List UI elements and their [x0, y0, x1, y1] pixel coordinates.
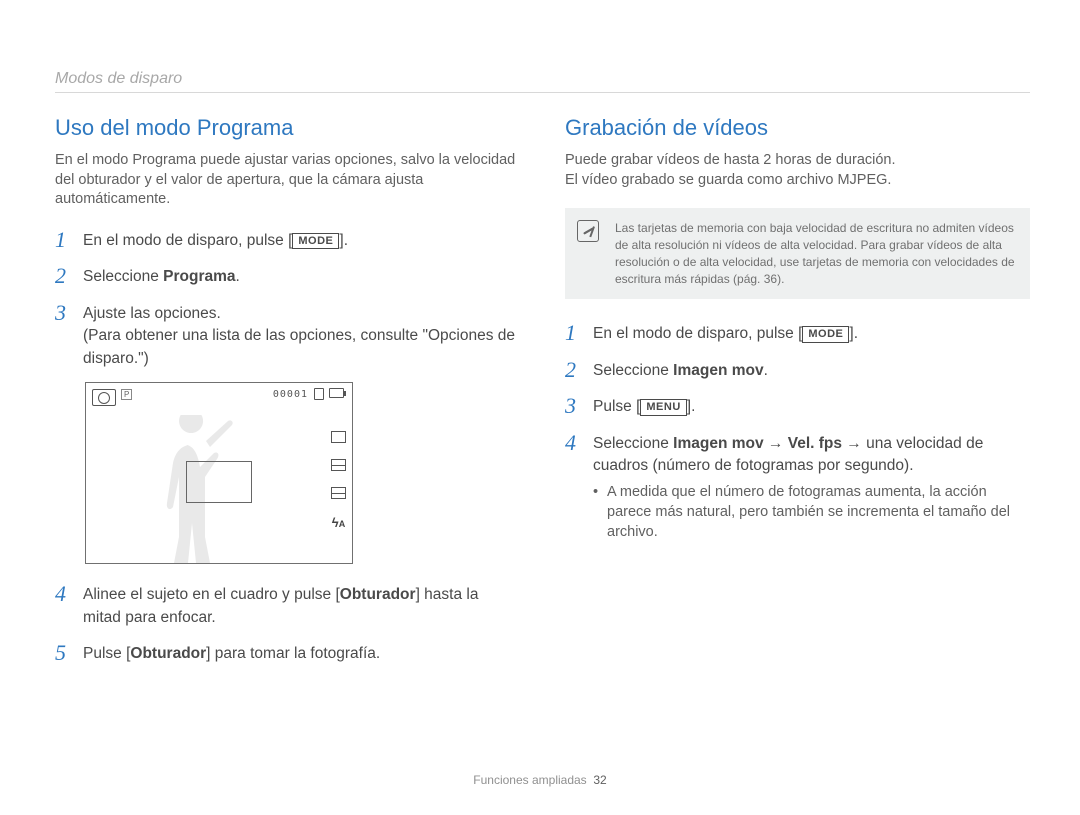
menu-button-label: MENU: [640, 399, 686, 415]
right-column: Grabación de vídeos Puede grabar vídeos …: [565, 115, 1030, 677]
battery-icon: [329, 388, 344, 398]
step-text: Alinee el sujeto en el cuadro y pulse [O…: [83, 582, 520, 629]
step-3: 3 Pulse [MENU].: [565, 394, 1030, 418]
metering-icon: [331, 487, 346, 499]
text-bold: Imagen mov: [673, 435, 763, 452]
text-bold: Programa: [163, 268, 235, 285]
text: Seleccione: [593, 435, 673, 452]
flash-icon: ϟA: [332, 515, 345, 530]
camera-mode-icon: [92, 389, 116, 406]
step-5: 5 Pulse [Obturador] para tomar la fotogr…: [55, 641, 520, 665]
camera-lcd-illustration: P 00001 ϟA: [85, 382, 353, 564]
text: ].: [687, 398, 696, 415]
divider: [55, 92, 1030, 93]
quality-icon: [331, 459, 346, 471]
p-badge: P: [121, 389, 132, 400]
breadcrumb: Modos de disparo: [55, 70, 1030, 88]
step-text: Seleccione Programa.: [83, 264, 240, 288]
step-text: En el modo de disparo, pulse [MODE].: [593, 321, 858, 345]
page-number: 32: [593, 773, 606, 787]
text: Seleccione: [593, 362, 673, 379]
mode-button-label: MODE: [802, 326, 849, 342]
mode-button-label: MODE: [292, 233, 339, 249]
step-text: Seleccione Imagen mov → Vel. fps → una v…: [593, 431, 1030, 543]
text: .: [764, 362, 768, 379]
step-1: 1 En el modo de disparo, pulse [MODE].: [565, 321, 1030, 345]
footer-label: Funciones ampliadas: [473, 773, 586, 787]
sdcard-icon: [314, 388, 324, 400]
left-title: Uso del modo Programa: [55, 115, 520, 141]
step-1: 1 En el modo de disparo, pulse [MODE].: [55, 228, 520, 252]
step-number: 1: [55, 228, 73, 252]
step-4: 4 Alinee el sujeto en el cuadro y pulse …: [55, 582, 520, 629]
text-bold: Imagen mov: [673, 362, 763, 379]
step-text: Ajuste las opciones. (Para obtener una l…: [83, 301, 520, 370]
text-bold: Vel. fps: [788, 435, 842, 452]
text: ].: [339, 232, 348, 249]
text-bold: Obturador: [130, 645, 206, 662]
sub-bullet: A medida que el número de fotogramas aum…: [593, 482, 1030, 543]
step-number: 3: [55, 301, 73, 370]
text: ] para tomar la fotografía.: [206, 645, 380, 662]
text: Pulse [: [83, 645, 130, 662]
lcd-side-icons: ϟA: [331, 431, 346, 530]
text: En el modo de disparo, pulse [: [83, 232, 292, 249]
text: Alinee el sujeto en el cuadro y pulse [: [83, 586, 340, 603]
arrow: →: [764, 435, 788, 452]
step-text: En el modo de disparo, pulse [MODE].: [83, 228, 348, 252]
step-number: 5: [55, 641, 73, 665]
text: Seleccione: [83, 268, 163, 285]
focus-frame: [186, 461, 252, 503]
step-text: Pulse [Obturador] para tomar la fotograf…: [83, 641, 380, 665]
note-box: Las tarjetas de memoria con baja velocid…: [565, 208, 1030, 299]
right-intro: Puede grabar vídeos de hasta 2 horas de …: [565, 151, 1030, 190]
step-number: 2: [565, 358, 583, 382]
step-2: 2 Seleccione Imagen mov.: [565, 358, 1030, 382]
left-column: Uso del modo Programa En el modo Program…: [55, 115, 520, 677]
step-number: 2: [55, 264, 73, 288]
right-title: Grabación de vídeos: [565, 115, 1030, 141]
step-3: 3 Ajuste las opciones. (Para obtener una…: [55, 301, 520, 370]
step-number: 3: [565, 394, 583, 418]
frame-counter: 00001: [273, 389, 308, 400]
left-intro: En el modo Programa puede ajustar varias…: [55, 151, 520, 210]
note-text: Las tarjetas de memoria con baja velocid…: [615, 221, 1015, 285]
step-2: 2 Seleccione Programa.: [55, 264, 520, 288]
text: .: [236, 268, 240, 285]
step-number: 1: [565, 321, 583, 345]
text: En el modo de disparo, pulse [: [593, 325, 802, 342]
size-icon: [331, 431, 346, 443]
step-number: 4: [565, 431, 583, 543]
text: Pulse [: [593, 398, 640, 415]
text-bold: Obturador: [340, 586, 416, 603]
text: ].: [849, 325, 858, 342]
note-icon: [577, 220, 599, 242]
step-number: 4: [55, 582, 73, 629]
step-text: Pulse [MENU].: [593, 394, 695, 418]
step-4: 4 Seleccione Imagen mov → Vel. fps → una…: [565, 431, 1030, 543]
page-footer: Funciones ampliadas 32: [0, 773, 1080, 787]
step-text: Seleccione Imagen mov.: [593, 358, 768, 382]
